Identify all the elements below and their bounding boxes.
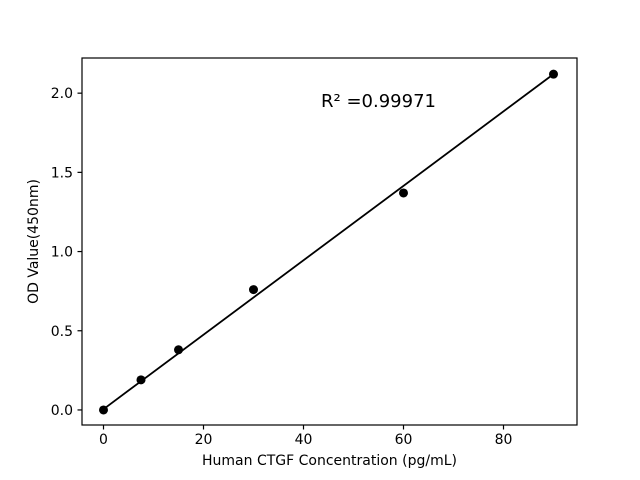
data-point — [174, 345, 183, 355]
data-point — [136, 375, 146, 385]
axis-ticks: 0 20 40 60 80 0.0 0.5 1.0 1.5 2.0 — [51, 86, 513, 448]
y-tick-label: 2.0 — [51, 86, 73, 102]
data-point — [99, 405, 108, 415]
data-point — [549, 69, 558, 79]
fit-line — [102, 73, 555, 411]
x-tick-label: 0 — [99, 432, 108, 448]
x-tick-label: 80 — [495, 432, 513, 448]
x-tick-label: 40 — [295, 432, 313, 448]
x-tick-label: 60 — [395, 432, 413, 448]
data-point — [399, 188, 408, 198]
y-tick-label: 0.5 — [51, 324, 73, 340]
r-squared-annotation: R² =0.99971 — [321, 91, 436, 112]
data-series — [99, 69, 558, 415]
plot-border — [81, 57, 578, 426]
y-tick-label: 0.0 — [51, 403, 73, 419]
y-tick-label: 1.5 — [51, 165, 73, 181]
y-tick-label: 1.0 — [51, 245, 73, 261]
x-axis-label: Human CTGF Concentration (pg/mL) — [202, 453, 457, 469]
x-tick-label: 20 — [195, 432, 213, 448]
y-axis-label: OD Value(450nm) — [26, 179, 42, 304]
data-point — [249, 285, 258, 295]
